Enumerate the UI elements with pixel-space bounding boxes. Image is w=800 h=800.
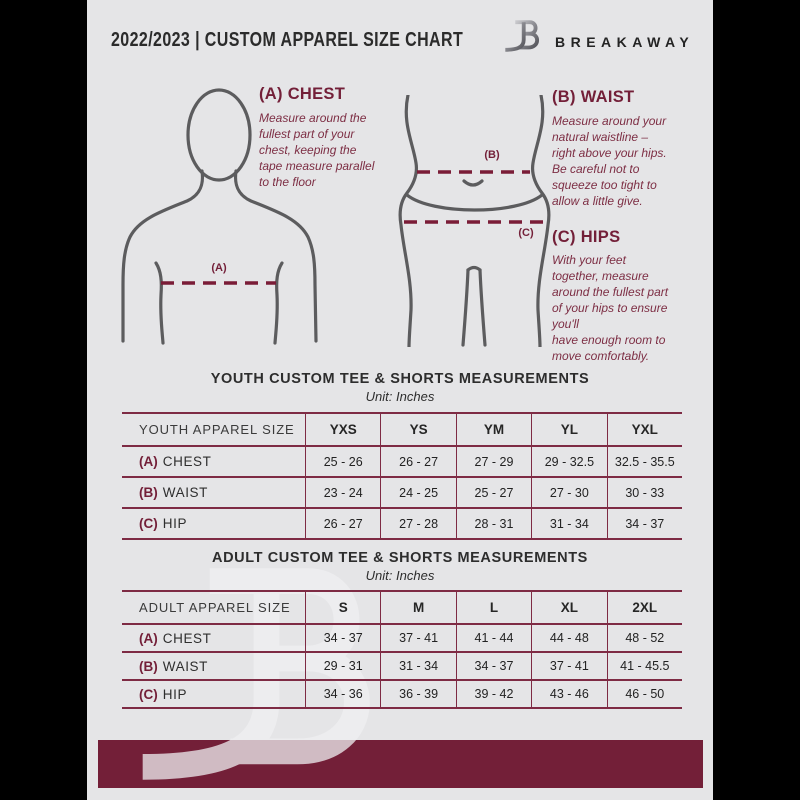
youth-table-header-row: YOUTH APPAREL SIZE YXS YS YM YL YXL (122, 414, 682, 447)
size-column-header: L (455, 592, 531, 623)
table-row-waist: (B) WAIST 23 - 24 24 - 25 25 - 27 27 - 3… (122, 478, 682, 509)
chest-line-label: (A) (211, 262, 227, 274)
waist-hips-diagram-figure (398, 95, 551, 347)
row-label: HIP (162, 516, 188, 531)
row-label-cell: (A) CHEST (122, 625, 305, 651)
size-column-header: S (305, 592, 380, 623)
youth-table-unit: Unit: Inches (365, 389, 435, 404)
value-cell: 31 - 34 (380, 653, 455, 679)
row-label-cell: (B) WAIST (122, 653, 305, 679)
value-cell: 27 - 30 (531, 478, 606, 507)
value-cell: 34 - 37 (455, 653, 531, 679)
value-cell: 34 - 36 (305, 681, 380, 707)
value-cell: 41 - 44 (455, 625, 531, 651)
size-column-header: M (380, 592, 455, 623)
brand-name: BREAKAWAY (555, 34, 695, 50)
row-prefix: (B) (139, 485, 158, 500)
value-cell: 27 - 29 (455, 447, 531, 476)
row-label-cell: (B) WAIST (122, 478, 305, 507)
value-cell: 41 - 45.5 (606, 653, 682, 679)
youth-table-title: YOUTH CUSTOM TEE & SHORTS MEASUREMENTS (210, 371, 590, 387)
row-label: WAIST (162, 485, 208, 500)
value-cell: 26 - 27 (305, 509, 380, 538)
row-label-cell: (A) CHEST (122, 447, 305, 476)
value-cell: 30 - 33 (606, 478, 682, 507)
chart-page: 2022/2023 | CUSTOM APPAREL SIZE CHART BR… (87, 0, 713, 800)
adult-table-unit: Unit: Inches (365, 568, 435, 583)
page-title: 2022/2023 | CUSTOM APPAREL SIZE CHART (111, 29, 464, 51)
value-cell: 34 - 37 (606, 509, 682, 538)
hips-instructions: With your feet together, measure around … (552, 253, 669, 363)
row-prefix: (C) (139, 516, 158, 531)
value-cell: 29 - 32.5 (531, 447, 606, 476)
hips-heading: (C) HIPS (552, 228, 621, 246)
waist-instructions: Measure around your natural waistline – … (552, 114, 667, 208)
value-cell: 34 - 37 (305, 625, 380, 651)
value-cell: 23 - 24 (305, 478, 380, 507)
chest-heading: (A) CHEST (259, 85, 346, 103)
value-cell: 39 - 42 (455, 681, 531, 707)
adult-size-table: ADULT APPAREL SIZE S M L XL 2XL (A) CHES… (122, 590, 682, 709)
row-label: CHEST (162, 630, 212, 646)
waist-line-label: (B) (484, 149, 500, 161)
table-row-hip: (C) HIP 26 - 27 27 - 28 28 - 31 31 - 34 … (122, 509, 682, 540)
value-cell: 25 - 27 (455, 478, 531, 507)
size-column-header: XL (531, 592, 606, 623)
youth-size-header-cell: YOUTH APPAREL SIZE (139, 422, 295, 437)
value-cell: 43 - 46 (531, 681, 606, 707)
row-label-cell: (C) HIP (122, 681, 305, 707)
breakaway-b-logo-icon (503, 15, 549, 62)
table-row-chest: (A) CHEST 25 - 26 26 - 27 27 - 29 29 - 3… (122, 447, 682, 478)
table-row-hip: (C) HIP 34 - 36 36 - 39 39 - 42 43 - 46 … (122, 681, 682, 709)
table-row-waist: (B) WAIST 29 - 31 31 - 34 34 - 37 37 - 4… (122, 653, 682, 681)
value-cell: 25 - 26 (305, 447, 380, 476)
chest-diagram-figure (121, 88, 318, 345)
waist-heading: (B) WAIST (552, 88, 635, 106)
row-label: CHEST (162, 454, 212, 469)
value-cell: 31 - 34 (531, 509, 606, 538)
size-column-header: YXS (305, 414, 380, 445)
youth-size-table: YOUTH APPAREL SIZE YXS YS YM YL YXL (A) … (122, 412, 682, 540)
value-cell: 28 - 31 (455, 509, 531, 538)
adult-table-title: ADULT CUSTOM TEE & SHORTS MEASUREMENTS (212, 550, 588, 566)
value-cell: 48 - 52 (606, 625, 682, 651)
size-column-header: 2XL (606, 592, 682, 623)
row-prefix: (A) (139, 630, 158, 646)
size-column-header: YS (380, 414, 455, 445)
adult-size-header-cell: ADULT APPAREL SIZE (139, 600, 291, 615)
row-label-cell: (C) HIP (122, 509, 305, 538)
value-cell: 27 - 28 (380, 509, 455, 538)
value-cell: 24 - 25 (380, 478, 455, 507)
adult-table-header-row: ADULT APPAREL SIZE S M L XL 2XL (122, 592, 682, 625)
size-column-header: YXL (606, 414, 682, 445)
value-cell: 37 - 41 (531, 653, 606, 679)
table-row-chest: (A) CHEST 34 - 37 37 - 41 41 - 44 44 - 4… (122, 625, 682, 653)
value-cell: 44 - 48 (531, 625, 606, 651)
row-prefix: (C) (139, 686, 158, 702)
row-label: WAIST (162, 658, 208, 674)
row-label: HIP (162, 686, 188, 702)
row-prefix: (A) (139, 454, 158, 469)
value-cell: 46 - 50 (606, 681, 682, 707)
size-column-header: YL (531, 414, 606, 445)
size-column-header: YM (455, 414, 531, 445)
value-cell: 32.5 - 35.5 (606, 447, 682, 476)
value-cell: 37 - 41 (380, 625, 455, 651)
value-cell: 36 - 39 (380, 681, 455, 707)
hips-line-label: (C) (518, 227, 534, 239)
row-prefix: (B) (139, 658, 158, 674)
value-cell: 26 - 27 (380, 447, 455, 476)
value-cell: 29 - 31 (305, 653, 380, 679)
chest-instructions: Measure around the fullest part of your … (259, 111, 375, 189)
